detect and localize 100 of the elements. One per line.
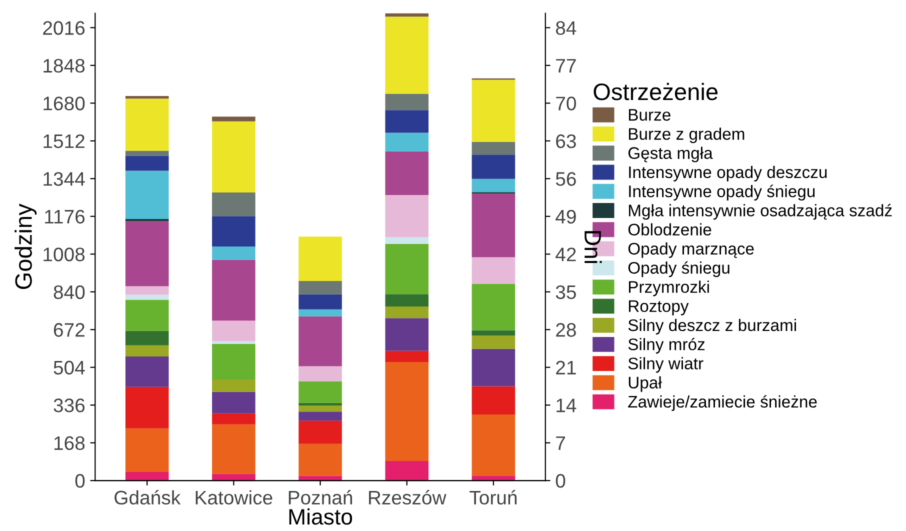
bar xyxy=(385,306,429,318)
bar xyxy=(385,318,429,351)
y2-tick-label: 77 xyxy=(556,59,576,72)
bar xyxy=(385,195,429,238)
legend-label: Burze xyxy=(628,109,670,121)
bar xyxy=(212,379,256,392)
y-tick-label: 1848 xyxy=(44,58,85,73)
bar xyxy=(212,424,256,474)
y-axis-title: Godziny xyxy=(14,204,37,290)
bar xyxy=(212,121,256,193)
bar xyxy=(125,98,169,151)
bar xyxy=(472,348,516,386)
legend-title: Ostrzeżenie xyxy=(594,82,718,100)
bar xyxy=(385,132,429,152)
bar xyxy=(212,392,256,414)
bar xyxy=(472,414,516,476)
bar xyxy=(385,294,429,306)
bar xyxy=(472,284,516,330)
legend-label: Intensywne opady śniegu xyxy=(629,184,815,201)
legend-label: Silny deszcz z burzami xyxy=(628,318,796,334)
bar xyxy=(385,237,429,244)
legend-label: Opady marznące xyxy=(628,242,754,258)
y2-tick-label: 84 xyxy=(556,21,576,35)
legend-label: Przymrozki xyxy=(628,280,709,296)
bar xyxy=(385,461,429,481)
bar xyxy=(298,309,342,316)
y2-tick-label: 63 xyxy=(556,134,576,148)
bar xyxy=(298,294,342,310)
bar xyxy=(385,350,429,362)
bar xyxy=(125,150,169,156)
bar xyxy=(472,476,516,481)
bar xyxy=(385,94,429,110)
bar xyxy=(125,156,169,171)
bar xyxy=(385,362,429,462)
bar xyxy=(385,244,429,294)
bar xyxy=(125,294,169,300)
bar xyxy=(125,286,169,295)
bar xyxy=(472,178,516,192)
bar xyxy=(472,154,516,179)
bar xyxy=(298,420,342,444)
y2-tick-label: 7 xyxy=(556,436,565,450)
x-tick-label: Poznań xyxy=(288,490,352,505)
legend-label: Opady śniegu xyxy=(628,261,730,278)
bar xyxy=(125,345,169,357)
bar xyxy=(472,80,516,142)
y-tick-label: 1176 xyxy=(45,210,85,224)
x-tick-label: Gdańsk xyxy=(114,490,181,505)
legend-label: Mgła intensywnie osadzająca szadź xyxy=(628,204,892,220)
y2-axis-title: Dni xyxy=(584,231,602,264)
y-tick-label: 0 xyxy=(75,474,85,488)
y-tick-label: 1512 xyxy=(44,134,84,148)
bar xyxy=(298,406,342,412)
y-tick-label: 1344 xyxy=(44,172,85,186)
bar xyxy=(472,257,516,284)
bar xyxy=(125,428,169,472)
x-tick-label: Katowice xyxy=(196,490,272,505)
y2-tick-label: 14 xyxy=(556,398,576,412)
bar xyxy=(212,116,256,122)
bar xyxy=(125,170,169,220)
y-tick-label: 504 xyxy=(54,360,85,375)
bar xyxy=(298,236,342,282)
bar xyxy=(472,386,516,415)
bar xyxy=(125,221,169,286)
y-tick-label: 1680 xyxy=(44,96,85,110)
bar xyxy=(212,413,256,424)
bar xyxy=(125,472,169,481)
bar xyxy=(125,300,169,331)
y-tick-label: 672 xyxy=(54,323,84,337)
bar xyxy=(212,246,256,260)
legend-label: Gęsta mgła xyxy=(628,146,713,162)
y2-tick-label: 56 xyxy=(556,172,576,186)
bar xyxy=(298,412,342,421)
bar xyxy=(298,316,342,366)
legend-label: Upał xyxy=(628,376,662,392)
y-tick-label: 840 xyxy=(54,285,85,300)
legend-label: Intensywne opady deszczu xyxy=(629,166,827,182)
bar xyxy=(212,192,256,216)
x-axis-title: Miasto xyxy=(289,508,352,525)
bar xyxy=(472,330,516,336)
legend-label: Silny mróz xyxy=(628,338,705,354)
legend-label: Roztopy xyxy=(628,300,689,316)
bar xyxy=(298,281,342,294)
y-tick-label: 168 xyxy=(54,436,85,450)
legend-label: Silny wiatr xyxy=(628,357,704,373)
legend-label: Burze z gradem xyxy=(628,128,744,144)
y2-tick-label: 49 xyxy=(556,210,576,224)
bar xyxy=(212,341,256,344)
legend-label: Oblodzenie xyxy=(628,223,712,236)
y-tick-label: 2016 xyxy=(43,21,85,35)
bar xyxy=(125,330,169,346)
y2-tick-label: 35 xyxy=(556,285,576,300)
y2-tick-label: 21 xyxy=(556,360,576,374)
bar xyxy=(472,142,516,155)
y2-tick-label: 42 xyxy=(556,248,576,262)
bar xyxy=(472,336,516,349)
y-tick-label: 336 xyxy=(54,398,85,412)
bar xyxy=(385,110,429,133)
bar xyxy=(385,16,429,94)
bar xyxy=(472,194,516,258)
bar xyxy=(125,386,169,428)
